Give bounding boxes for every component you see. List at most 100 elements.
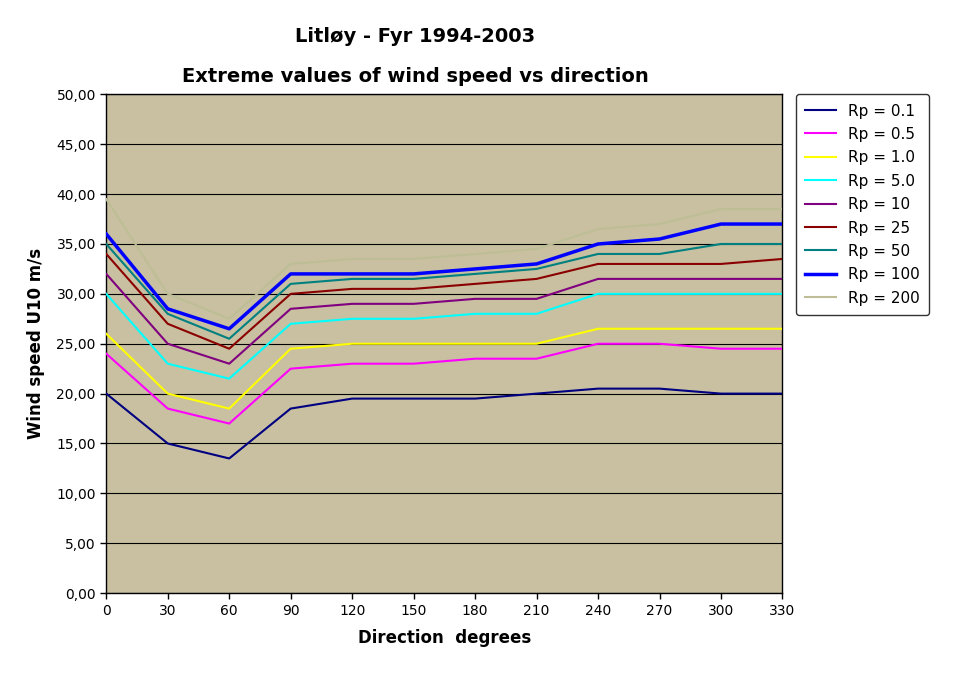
Rp = 25	[715, 260, 726, 268]
Rp = 100	[592, 240, 604, 248]
Rp = 200	[285, 260, 297, 268]
Rp = 5.0	[408, 315, 419, 323]
Rp = 0.5	[408, 360, 419, 368]
Rp = 5.0	[654, 290, 666, 298]
Rp = 10	[777, 275, 788, 283]
Rp = 1.0	[162, 390, 174, 398]
Rp = 25	[162, 319, 174, 328]
X-axis label: Direction  degrees: Direction degrees	[357, 629, 531, 646]
Rp = 200	[347, 255, 358, 263]
Rp = 10	[347, 300, 358, 308]
Rp = 50	[530, 265, 542, 273]
Rp = 5.0	[223, 375, 235, 383]
Rp = 5.0	[592, 290, 604, 298]
Rp = 0.5	[715, 344, 726, 353]
Rp = 0.1	[100, 390, 112, 398]
Rp = 50	[469, 270, 481, 278]
Rp = 100	[654, 235, 666, 243]
Text: Extreme values of wind speed vs direction: Extreme values of wind speed vs directio…	[182, 67, 649, 86]
Rp = 100	[100, 230, 112, 238]
Rp = 200	[530, 245, 542, 253]
Rp = 10	[285, 305, 297, 313]
Rp = 1.0	[592, 325, 604, 333]
Rp = 1.0	[408, 340, 419, 348]
Rp = 5.0	[100, 290, 112, 298]
Rp = 5.0	[530, 310, 542, 318]
Rp = 0.1	[162, 439, 174, 448]
Rp = 10	[469, 295, 481, 303]
Rp = 10	[715, 275, 726, 283]
Rp = 100	[162, 305, 174, 313]
Rp = 50	[592, 250, 604, 258]
Rp = 0.1	[347, 394, 358, 402]
Rp = 100	[408, 270, 419, 278]
Rp = 0.5	[162, 404, 174, 412]
Rp = 200	[777, 205, 788, 213]
Rp = 25	[408, 285, 419, 293]
Rp = 50	[654, 250, 666, 258]
Rp = 0.5	[347, 360, 358, 368]
Rp = 200	[469, 250, 481, 258]
Rp = 1.0	[100, 330, 112, 338]
Rp = 0.5	[100, 350, 112, 358]
Rp = 0.1	[654, 385, 666, 393]
Rp = 10	[530, 295, 542, 303]
Y-axis label: Wind speed U10 m/s: Wind speed U10 m/s	[27, 248, 45, 439]
Rp = 50	[408, 275, 419, 283]
Rp = 10	[592, 275, 604, 283]
Rp = 0.1	[715, 390, 726, 398]
Line: Rp = 1.0: Rp = 1.0	[106, 329, 782, 408]
Line: Rp = 10: Rp = 10	[106, 274, 782, 364]
Rp = 1.0	[469, 340, 481, 348]
Rp = 50	[223, 335, 235, 343]
Rp = 50	[777, 240, 788, 248]
Line: Rp = 200: Rp = 200	[106, 199, 782, 319]
Rp = 0.1	[223, 454, 235, 462]
Rp = 25	[285, 290, 297, 298]
Rp = 25	[100, 250, 112, 258]
Rp = 0.5	[223, 419, 235, 427]
Rp = 100	[285, 270, 297, 278]
Rp = 10	[100, 270, 112, 278]
Rp = 0.1	[285, 404, 297, 412]
Rp = 50	[162, 310, 174, 318]
Rp = 1.0	[715, 325, 726, 333]
Rp = 10	[654, 275, 666, 283]
Rp = 50	[715, 240, 726, 248]
Rp = 0.1	[408, 394, 419, 402]
Rp = 100	[777, 220, 788, 228]
Rp = 5.0	[715, 290, 726, 298]
Line: Rp = 5.0: Rp = 5.0	[106, 294, 782, 379]
Line: Rp = 50: Rp = 50	[106, 244, 782, 339]
Line: Rp = 0.5: Rp = 0.5	[106, 344, 782, 423]
Rp = 10	[223, 360, 235, 368]
Rp = 1.0	[285, 344, 297, 353]
Rp = 50	[347, 275, 358, 283]
Rp = 1.0	[654, 325, 666, 333]
Rp = 0.5	[592, 340, 604, 348]
Rp = 25	[469, 280, 481, 288]
Rp = 200	[715, 205, 726, 213]
Legend: Rp = 0.1, Rp = 0.5, Rp = 1.0, Rp = 5.0, Rp = 10, Rp = 25, Rp = 50, Rp = 100, Rp : Rp = 0.1, Rp = 0.5, Rp = 1.0, Rp = 5.0, …	[796, 94, 929, 315]
Rp = 5.0	[347, 315, 358, 323]
Rp = 25	[347, 285, 358, 293]
Rp = 0.5	[285, 365, 297, 373]
Rp = 100	[347, 270, 358, 278]
Rp = 200	[592, 225, 604, 233]
Line: Rp = 100: Rp = 100	[106, 224, 782, 329]
Rp = 10	[408, 300, 419, 308]
Text: Litløy - Fyr 1994-2003: Litløy - Fyr 1994-2003	[296, 27, 535, 46]
Rp = 1.0	[530, 340, 542, 348]
Rp = 5.0	[162, 360, 174, 368]
Rp = 200	[408, 255, 419, 263]
Rp = 100	[223, 325, 235, 333]
Rp = 1.0	[777, 325, 788, 333]
Rp = 25	[223, 344, 235, 353]
Rp = 0.5	[654, 340, 666, 348]
Rp = 0.1	[469, 394, 481, 402]
Rp = 200	[100, 195, 112, 203]
Rp = 200	[223, 315, 235, 323]
Rp = 0.5	[469, 355, 481, 363]
Rp = 1.0	[223, 404, 235, 412]
Rp = 25	[592, 260, 604, 268]
